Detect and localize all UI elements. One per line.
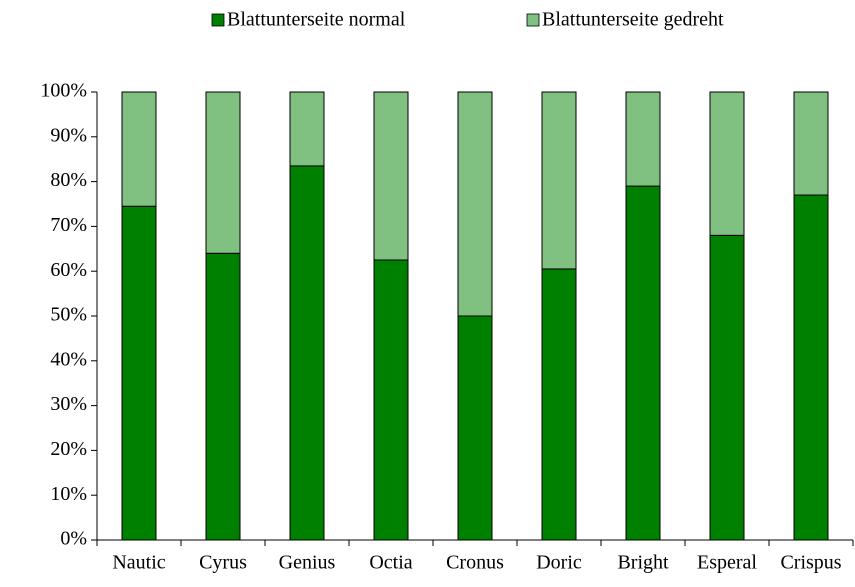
bar-segment — [205, 91, 241, 254]
bar-segment — [373, 259, 409, 541]
bar-segment — [289, 165, 325, 541]
legend-swatch — [211, 13, 225, 27]
y-tick-label: 30% — [50, 393, 87, 415]
y-tick-label: 0% — [60, 528, 87, 550]
x-tick-label: Octia — [369, 552, 412, 574]
bar-segment — [457, 91, 493, 317]
bar-segment — [793, 194, 829, 541]
legend-label: Blattunterseite gedreht — [542, 9, 724, 31]
y-tick-label: 100% — [40, 80, 87, 102]
bar-segment — [373, 91, 409, 261]
x-tick-label: Doric — [536, 552, 582, 574]
bar-segment — [793, 91, 829, 196]
bar-segment — [205, 252, 241, 541]
y-tick-label: 50% — [50, 304, 87, 326]
x-tick-label: Cyrus — [199, 552, 247, 574]
bar-segment — [709, 234, 745, 541]
x-tick-label: Esperal — [697, 552, 757, 574]
y-tick-label: 90% — [50, 124, 87, 146]
bar-segment — [541, 268, 577, 541]
legend-label: Blattunterseite normal — [227, 9, 406, 31]
y-tick-label: 40% — [50, 348, 87, 370]
bar-segment — [625, 185, 661, 541]
x-tick-label: Bright — [617, 552, 669, 574]
y-tick-label: 60% — [50, 259, 87, 281]
x-tick-label: Cronus — [446, 552, 504, 574]
bar-segment — [541, 91, 577, 270]
legend-swatch — [526, 13, 540, 27]
y-tick-label: 10% — [50, 483, 87, 505]
bar-segment — [709, 91, 745, 236]
bar-segment — [625, 91, 661, 187]
y-tick-label: 80% — [50, 169, 87, 191]
y-tick-label: 70% — [50, 214, 87, 236]
y-tick-label: 20% — [50, 438, 87, 460]
bar-segment — [289, 91, 325, 167]
bar-segment — [457, 315, 493, 541]
x-tick-label: Nautic — [112, 552, 165, 574]
x-tick-label: Genius — [279, 552, 336, 574]
x-tick-label: Crispus — [780, 552, 841, 574]
bar-segment — [121, 91, 157, 207]
bar-segment — [121, 205, 157, 541]
